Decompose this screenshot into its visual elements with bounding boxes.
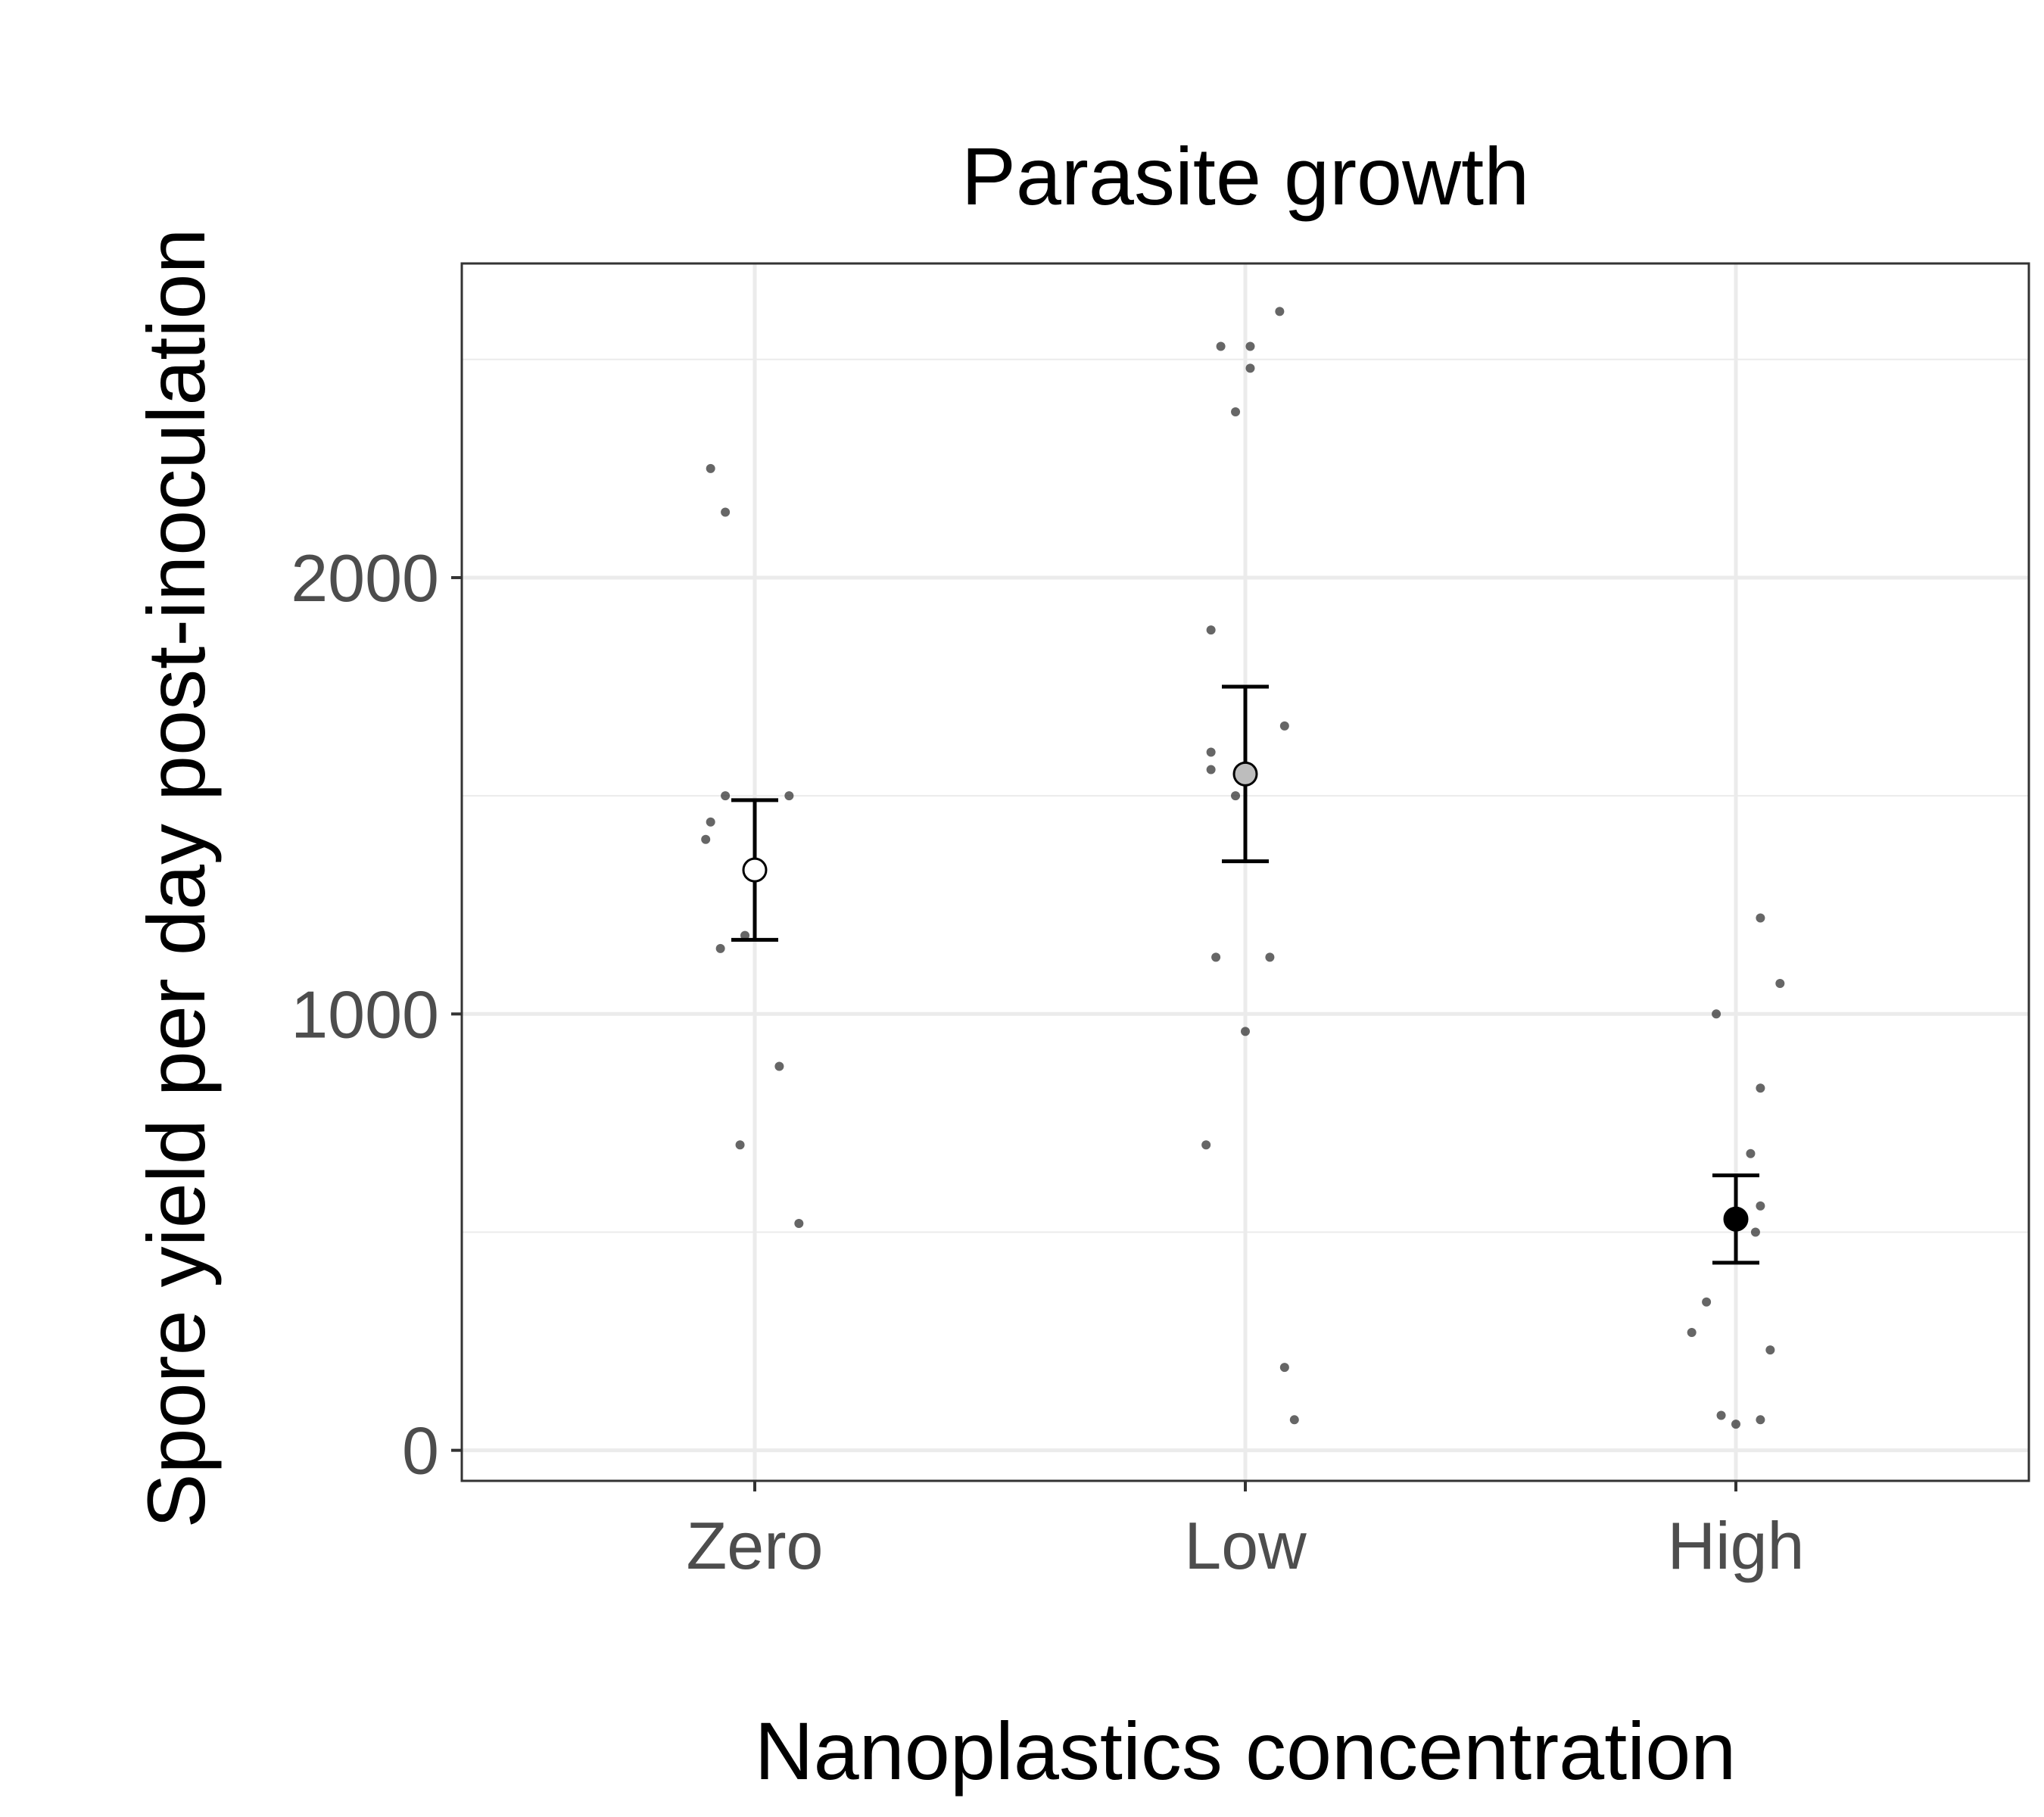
mean-point	[1723, 1206, 1749, 1232]
data-point	[774, 1061, 784, 1071]
data-point	[794, 1218, 804, 1228]
data-point	[1765, 1345, 1775, 1355]
data-point	[1716, 1410, 1726, 1420]
data-point	[1206, 747, 1216, 757]
data-point	[1750, 1227, 1760, 1237]
data-point	[1756, 1083, 1765, 1093]
data-point	[1206, 765, 1216, 774]
data-point	[735, 1140, 745, 1150]
data-point	[1775, 978, 1785, 988]
data-point	[721, 507, 731, 517]
summary-markers	[731, 684, 1759, 1265]
data-point	[1245, 341, 1255, 351]
data-point	[1279, 721, 1289, 731]
x-tick-label: Zero	[687, 1508, 824, 1583]
mean-point	[1232, 761, 1258, 787]
data-point	[701, 834, 711, 844]
data-point	[1279, 1363, 1289, 1373]
mean-point	[742, 857, 768, 883]
data-point	[1731, 1420, 1740, 1429]
data-point	[740, 930, 750, 940]
data-point	[1201, 1140, 1211, 1150]
data-point	[1756, 1201, 1765, 1211]
data-point	[1206, 625, 1216, 635]
axis-ticks: 0 1000 2000 Zero Low High	[291, 541, 1804, 1583]
data-point	[1211, 952, 1221, 962]
x-tick-label: High	[1668, 1508, 1805, 1583]
data-point	[715, 943, 725, 953]
data-point	[706, 463, 715, 473]
data-point	[1265, 952, 1275, 962]
y-tick-label: 2000	[291, 541, 439, 616]
data-point	[721, 791, 731, 801]
data-point	[1289, 1415, 1299, 1425]
y-axis-title: Spore yield per day post-inoculation	[130, 228, 222, 1528]
data-point	[1756, 1415, 1765, 1425]
data-point	[1245, 363, 1255, 373]
data-point	[706, 817, 715, 827]
data-point	[1275, 307, 1285, 316]
data-point	[1702, 1297, 1712, 1307]
data-point	[1231, 407, 1241, 416]
data-point	[1216, 341, 1226, 351]
data-point	[784, 791, 794, 801]
data-points	[701, 307, 1785, 1429]
data-point	[1231, 791, 1241, 801]
y-tick-label: 0	[402, 1413, 439, 1488]
x-tick-label: Low	[1184, 1508, 1307, 1583]
data-point	[1712, 1009, 1722, 1019]
y-tick-label: 1000	[291, 977, 439, 1052]
data-point	[1687, 1328, 1697, 1338]
data-point	[1746, 1148, 1756, 1158]
x-axis-title: Nanoplastics concentration	[755, 1705, 1737, 1797]
chart-title: Parasite growth	[961, 130, 1529, 222]
data-point	[1241, 1027, 1250, 1036]
data-point	[1756, 913, 1765, 923]
